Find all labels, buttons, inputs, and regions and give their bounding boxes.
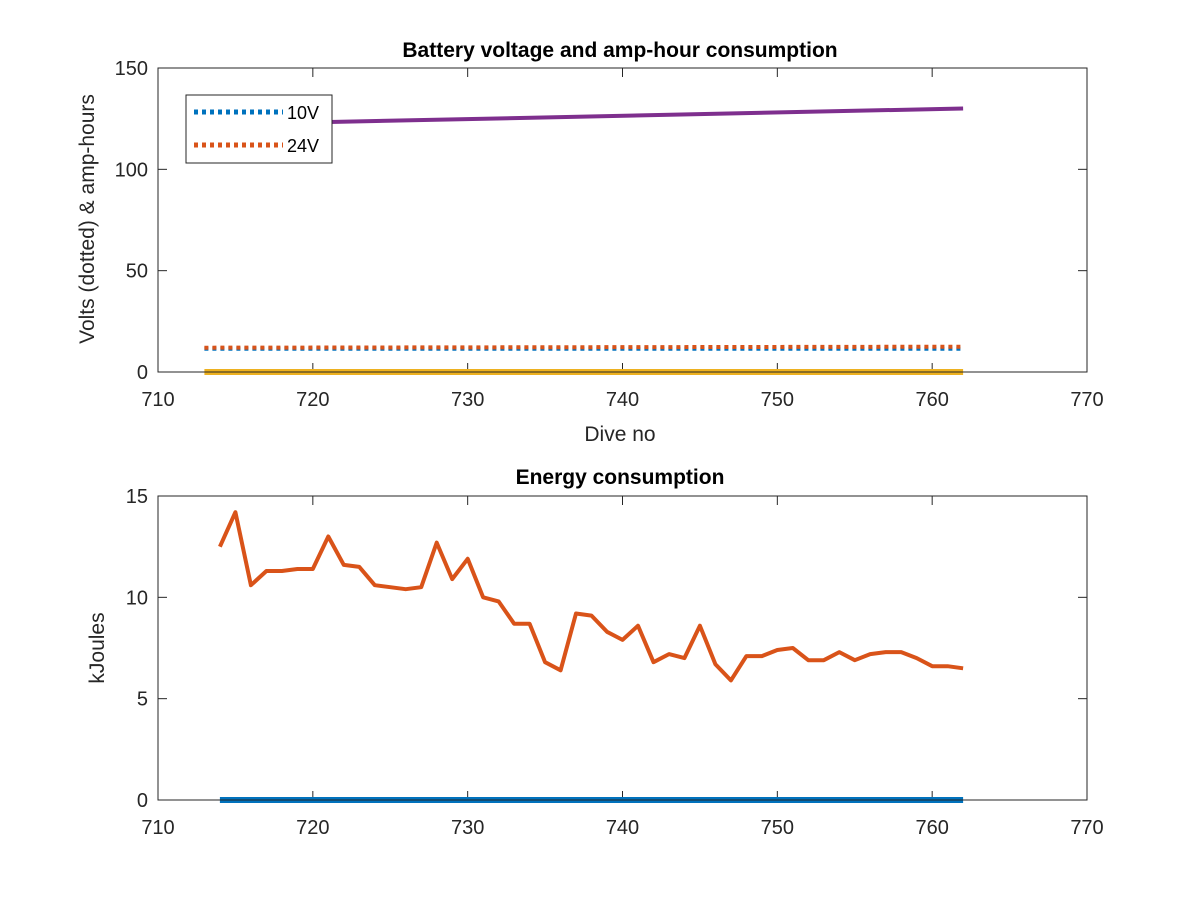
legend-box xyxy=(185,94,333,164)
energy-x-tick-label: 730 xyxy=(451,817,484,839)
battery-x-tick-label: 720 xyxy=(296,389,329,411)
legend-label-10v: 10V xyxy=(287,103,319,123)
energy-x-tick-label: 750 xyxy=(761,817,794,839)
battery-x-tick-label: 740 xyxy=(606,389,639,411)
battery-axis-ticks: 710 720 730 740 750 760 770 0 50 100 150 xyxy=(115,58,1104,411)
battery-y-tick-label: 0 xyxy=(137,362,148,384)
energy-x-tick-label: 710 xyxy=(141,817,174,839)
energy-axis-ticks: 710 720 730 740 750 760 770 0 5 10 15 xyxy=(126,486,1104,839)
battery-x-tick-label: 760 xyxy=(915,389,948,411)
energy-x-tick-label: 760 xyxy=(915,817,948,839)
battery-y-axis-label: Volts (dotted) & amp-hours xyxy=(76,94,99,344)
energy-y-tick-label: 10 xyxy=(126,587,148,609)
energy-plot-frame xyxy=(157,495,1088,801)
battery-x-axis-label: Dive no xyxy=(584,423,655,446)
energy-y-tick-label: 15 xyxy=(126,486,148,508)
battery-chart-title: Battery voltage and amp-hour consumption xyxy=(402,39,837,62)
energy-y-axis-label: kJoules xyxy=(86,612,109,683)
energy-x-tick-label: 740 xyxy=(606,817,639,839)
energy-series xyxy=(218,510,964,803)
energy-x-tick-label: 720 xyxy=(296,817,329,839)
energy-chart-title: Energy consumption xyxy=(516,466,725,489)
legend-label-24v: 24V xyxy=(287,136,319,156)
battery-plot-frame xyxy=(157,67,1088,373)
battery-x-tick-label: 730 xyxy=(451,389,484,411)
battery-voltage-subplot: Battery voltage and amp-hour consumption… xyxy=(76,39,1104,446)
battery-y-tick-label: 150 xyxy=(115,58,148,80)
energy-series-line-1 xyxy=(218,510,964,683)
battery-x-tick-label: 750 xyxy=(761,389,794,411)
energy-x-tick-label: 770 xyxy=(1070,817,1103,839)
battery-y-tick-label: 50 xyxy=(126,261,148,283)
battery-legend: 10V 24V xyxy=(185,94,333,164)
battery-series-line-24v xyxy=(204,344,964,350)
battery-x-tick-label: 770 xyxy=(1070,389,1103,411)
energy-y-tick-label: 0 xyxy=(137,790,148,812)
battery-x-tick-label: 710 xyxy=(141,389,174,411)
energy-consumption-subplot: Energy consumption kJoules 710 720 730 740 7… xyxy=(86,466,1104,839)
battery-y-tick-label: 100 xyxy=(115,159,148,181)
energy-y-tick-label: 5 xyxy=(137,689,148,711)
